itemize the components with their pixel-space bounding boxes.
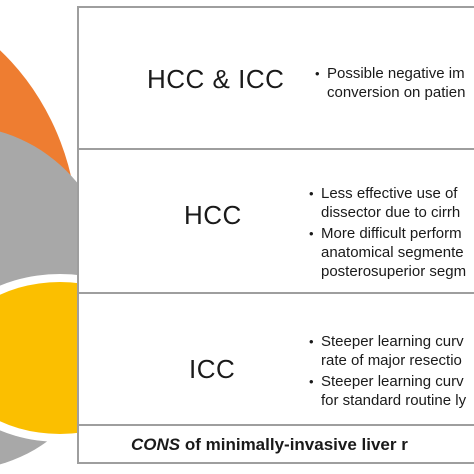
bullet-item: Less effective use of dissector due to c… xyxy=(309,184,466,222)
bullet-item: More difficult perform anatomical segmen… xyxy=(309,224,466,281)
bullet-line: posterosuperior segm xyxy=(321,263,467,280)
bullet-item: Possible negative im conversion on patie… xyxy=(315,64,465,102)
bullet-line: for standard routine ly xyxy=(321,392,467,409)
section-label-icc: ICC xyxy=(189,354,236,384)
bullet-list-icc: Steeper learning curv rate of major rese… xyxy=(309,332,466,412)
bullet-item: Steeper learning curv for standard routi… xyxy=(309,372,466,410)
footer-caption: CONS of minimally-invasive liver r xyxy=(77,424,474,464)
bullet-line: dissector due to cirrh xyxy=(321,204,461,221)
panel-icc: ICC Steeper learning curv rate of major … xyxy=(77,292,474,426)
section-label-hcc: HCC xyxy=(184,200,242,230)
bullet-line: rate of major resectio xyxy=(321,352,462,369)
footer-emphasis: CONS xyxy=(131,435,181,454)
panel-hcc-icc: HCC & ICC Possible negative im conversio… xyxy=(77,6,474,150)
bullet-list-hcc: Less effective use of dissector due to c… xyxy=(309,184,466,283)
bullet-line: conversion on patien xyxy=(327,84,466,101)
bullet-item: Steeper learning curv rate of major rese… xyxy=(309,332,466,370)
bullet-line: Steeper learning curv xyxy=(321,333,464,350)
panel-hcc: HCC Less effective use of dissector due … xyxy=(77,148,474,294)
section-label-hcc-icc: HCC & ICC xyxy=(147,64,285,94)
bullet-line: More difficult perform xyxy=(321,225,462,242)
bullet-line: Less effective use of xyxy=(321,185,458,202)
footer-rest: of minimally-invasive liver r xyxy=(180,435,408,454)
footer-text: CONS of minimally-invasive liver r xyxy=(131,435,408,455)
bullet-line: Steeper learning curv xyxy=(321,373,464,390)
bullet-line: Possible negative im xyxy=(327,65,465,82)
bullet-list-hcc-icc: Possible negative im conversion on patie… xyxy=(315,64,465,104)
bullet-line: anatomical segmente xyxy=(321,244,464,261)
